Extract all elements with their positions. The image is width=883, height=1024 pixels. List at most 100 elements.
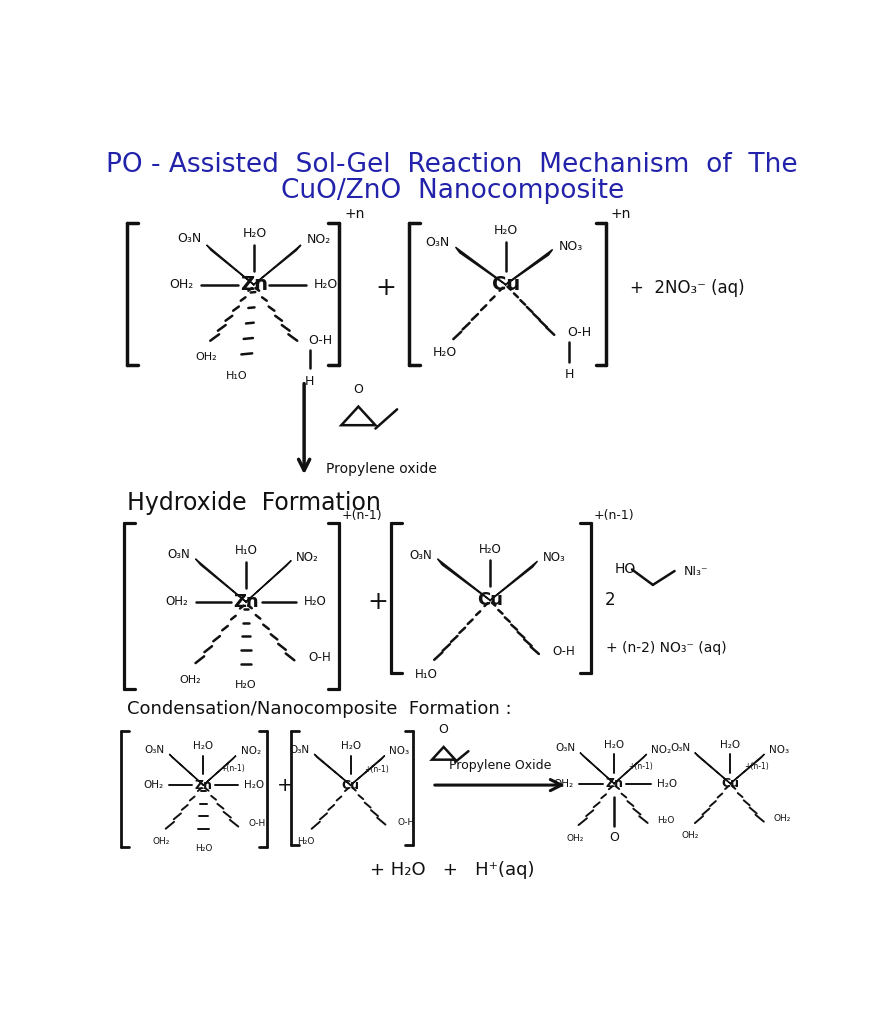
- Text: Condensation/Nanocomposite  Formation :: Condensation/Nanocomposite Formation :: [127, 700, 512, 719]
- Text: O₃N: O₃N: [168, 548, 190, 560]
- Text: +n: +n: [610, 208, 630, 221]
- Text: Cu: Cu: [477, 591, 503, 609]
- Polygon shape: [203, 756, 236, 785]
- Text: +(n-1): +(n-1): [342, 509, 382, 522]
- Text: NO₂: NO₂: [306, 233, 331, 247]
- Text: HO: HO: [614, 562, 636, 577]
- Polygon shape: [207, 245, 254, 285]
- Polygon shape: [695, 753, 731, 784]
- Text: H: H: [305, 376, 314, 388]
- Text: H₂O: H₂O: [193, 741, 214, 752]
- Text: Zn: Zn: [605, 777, 623, 791]
- Text: NO₂: NO₂: [296, 551, 319, 563]
- Text: H₂O: H₂O: [244, 780, 264, 791]
- Polygon shape: [437, 559, 491, 601]
- Text: PO - Assisted  Sol-Gel  Reaction  Mechanism  of  The: PO - Assisted Sol-Gel Reaction Mechanism…: [106, 153, 798, 178]
- Text: Zn: Zn: [233, 593, 259, 611]
- Text: H₂O: H₂O: [243, 227, 268, 240]
- Text: +(n-1): +(n-1): [365, 765, 389, 774]
- Text: O-H: O-H: [308, 334, 332, 346]
- Polygon shape: [456, 247, 506, 286]
- Polygon shape: [580, 753, 615, 784]
- Text: O₃N: O₃N: [290, 744, 310, 755]
- Text: OH₂: OH₂: [195, 352, 216, 362]
- Text: OH₂: OH₂: [153, 838, 170, 847]
- Text: O-H: O-H: [552, 644, 575, 657]
- Polygon shape: [253, 245, 301, 285]
- Text: Hydroxide  Formation: Hydroxide Formation: [127, 490, 381, 515]
- Text: 2: 2: [605, 591, 615, 609]
- Polygon shape: [170, 754, 204, 785]
- Text: NO₃: NO₃: [558, 240, 583, 253]
- Text: NO₂: NO₂: [240, 746, 260, 756]
- Text: +: +: [367, 590, 389, 613]
- Text: CuO/ZnO  Nanocomposite: CuO/ZnO Nanocomposite: [281, 178, 623, 205]
- Text: Propylene oxide: Propylene oxide: [326, 462, 437, 476]
- Text: +n: +n: [344, 208, 365, 221]
- Text: H₂O: H₂O: [657, 778, 677, 788]
- Text: O: O: [353, 383, 363, 395]
- Text: Cu: Cu: [492, 275, 520, 294]
- Text: O: O: [609, 831, 619, 844]
- Text: +(n-1): +(n-1): [628, 762, 653, 771]
- Text: H₂O: H₂O: [479, 543, 502, 556]
- Text: O: O: [439, 723, 449, 736]
- Polygon shape: [314, 754, 351, 785]
- Text: H₁O: H₁O: [415, 668, 438, 681]
- Text: H₂O: H₂O: [721, 739, 741, 750]
- Polygon shape: [195, 559, 246, 602]
- Text: OH₂: OH₂: [554, 778, 574, 788]
- Polygon shape: [614, 754, 646, 784]
- Text: OH₂: OH₂: [165, 595, 188, 608]
- Text: O-H: O-H: [397, 817, 414, 826]
- Text: Zn: Zn: [194, 778, 213, 792]
- Text: Cu: Cu: [342, 778, 359, 792]
- Text: O-H: O-H: [308, 651, 331, 664]
- Polygon shape: [505, 250, 553, 286]
- Text: H₂O: H₂O: [235, 680, 257, 690]
- Text: H₂O: H₂O: [604, 739, 624, 750]
- Text: OH₂: OH₂: [773, 814, 790, 823]
- Text: O₃N: O₃N: [145, 744, 164, 755]
- Text: H₂O: H₂O: [297, 838, 314, 847]
- Text: NO₃: NO₃: [389, 746, 410, 756]
- Text: H₁O: H₁O: [235, 544, 258, 557]
- Text: O-H: O-H: [248, 819, 266, 828]
- Text: +(n-1): +(n-1): [744, 762, 769, 771]
- Text: +(n-1): +(n-1): [221, 764, 245, 773]
- Text: NO₃: NO₃: [769, 744, 789, 755]
- Text: Cu: Cu: [721, 777, 739, 791]
- Text: H₂O: H₂O: [194, 844, 212, 853]
- Text: O₃N: O₃N: [426, 236, 449, 249]
- Text: H₂O: H₂O: [433, 346, 457, 359]
- Text: H₁O: H₁O: [226, 371, 247, 381]
- Text: OH₂: OH₂: [143, 780, 163, 791]
- Text: OH₂: OH₂: [567, 834, 584, 843]
- Text: OH₂: OH₂: [682, 831, 698, 841]
- Text: +(n-1): +(n-1): [593, 509, 634, 522]
- Text: OH₂: OH₂: [179, 675, 201, 685]
- Text: +: +: [276, 775, 293, 795]
- Text: O₃N: O₃N: [555, 743, 576, 753]
- Text: H: H: [564, 368, 574, 381]
- Text: O₃N: O₃N: [177, 231, 201, 245]
- Text: H₂O: H₂O: [657, 816, 674, 825]
- Text: + (n-2) NO₃⁻ (aq): + (n-2) NO₃⁻ (aq): [607, 641, 727, 655]
- Text: O₃N: O₃N: [670, 743, 691, 753]
- Polygon shape: [730, 754, 765, 784]
- Text: NO₂: NO₂: [652, 744, 671, 755]
- Text: H₂O: H₂O: [304, 595, 327, 608]
- Polygon shape: [245, 560, 291, 602]
- Text: O-H: O-H: [568, 326, 592, 339]
- Text: +: +: [375, 276, 396, 300]
- Text: Propylene Oxide: Propylene Oxide: [449, 759, 551, 772]
- Text: H₂O: H₂O: [494, 224, 517, 237]
- Polygon shape: [490, 561, 538, 601]
- Text: O₃N: O₃N: [409, 549, 432, 562]
- Text: OH₂: OH₂: [169, 279, 193, 291]
- Text: NI₃⁻: NI₃⁻: [683, 564, 708, 578]
- Text: NO₃: NO₃: [543, 552, 566, 564]
- Polygon shape: [351, 756, 385, 785]
- Text: Zn: Zn: [240, 275, 268, 294]
- Text: + H₂O   +   H⁺(aq): + H₂O + H⁺(aq): [370, 861, 534, 879]
